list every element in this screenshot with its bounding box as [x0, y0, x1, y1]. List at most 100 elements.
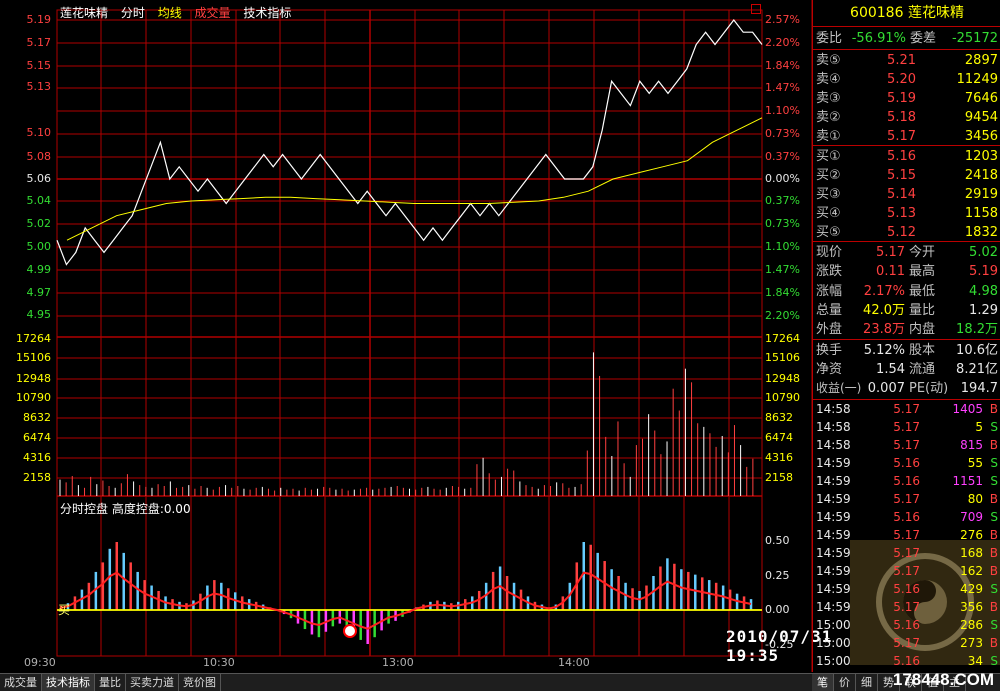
indicator-tick: 0.00 [765, 603, 790, 616]
chart-canvas[interactable]: 买 [0, 0, 812, 672]
stock-name: 莲花味精 [60, 6, 109, 20]
stat-row: 外盘 23.8万 内盘 18.2万 [813, 320, 1000, 339]
price-tick: 4.97 [26, 286, 52, 299]
bids-row[interactable]: 买① 5.16 1203 [813, 147, 1000, 166]
volume-tick: 12948 [16, 372, 51, 385]
volume-tick: 8632 [23, 411, 51, 424]
trade-row: 14:59 5.17 168 B [813, 544, 1000, 562]
tab-technical[interactable]: 技术指标 [42, 674, 95, 691]
stat-value: 18.2万 [956, 322, 998, 338]
weicha-value: -25172 [951, 31, 998, 46]
panel-tab[interactable]: 值 [922, 674, 944, 691]
price-line [56, 19, 763, 266]
volume-tick: 10790 [765, 391, 800, 404]
stat-label: 最低 [909, 283, 936, 299]
watermark-date: 2010/07/31 19:35 [726, 627, 833, 665]
tab-buy-sell-power[interactable]: 买卖力道 [126, 674, 179, 691]
divider [813, 145, 1000, 146]
stat-label: 收益(一) [816, 381, 862, 395]
panel-tab[interactable]: 联 [900, 674, 922, 691]
header-item-junxian[interactable]: 均线 [157, 6, 182, 20]
header-item-volume[interactable]: 成交量 [194, 6, 231, 20]
panel-tab[interactable]: 势 [878, 674, 900, 691]
stat-value: 42.0万 [863, 302, 905, 318]
price-tick: 4.95 [26, 308, 52, 321]
trade-side: S [990, 618, 998, 632]
trade-row: 14:58 5.17 815 B [813, 436, 1000, 454]
trade-price: 5.16 [893, 474, 920, 488]
trade-price: 5.17 [893, 600, 920, 614]
asks-row[interactable]: 卖④ 5.20 11249 [813, 70, 1000, 89]
trade-price: 5.17 [893, 636, 920, 650]
trade-price: 5.17 [893, 528, 920, 542]
stat-value: 5.02 [969, 245, 998, 260]
stat-value: 10.6亿 [956, 343, 998, 358]
volume-tick: 15106 [765, 351, 800, 364]
header-item-indicator[interactable]: 技术指标 [243, 6, 292, 20]
stat-label: 最高 [909, 264, 936, 280]
percent-tick: 0.73% [765, 127, 800, 140]
asks-row[interactable]: 卖③ 5.19 7646 [813, 89, 1000, 108]
stat-label: 内盘 [909, 322, 936, 338]
asks-row[interactable]: 卖⑤ 5.21 2897 [813, 51, 1000, 70]
bids-volume: 2418 [964, 168, 998, 183]
close-box-icon[interactable] [751, 4, 761, 14]
panel-tab[interactable]: 主 [944, 674, 966, 691]
tab-volume-ratio[interactable]: 量比 [95, 674, 126, 691]
time-tick-0930: 09:30 [24, 656, 56, 669]
trade-volume: 1405 [952, 402, 983, 416]
weibi-label: 委比 [816, 31, 843, 46]
stat-value: 0.11 [876, 264, 905, 280]
trade-side: B [989, 546, 998, 560]
stat2-row: 净资 1.54 流通 8.21亿 [813, 360, 1000, 379]
trade-row: 14:59 5.16 429 S [813, 580, 1000, 598]
stat-label: 净资 [816, 362, 843, 377]
asks-row[interactable]: 卖② 5.18 9454 [813, 108, 1000, 127]
trade-side: S [990, 582, 998, 596]
panel-tab-bar: 笔价细势联值主 [812, 673, 1000, 691]
site-watermark: 178448.COM [892, 670, 994, 689]
asks-price: 5.21 [887, 53, 916, 68]
intraday-chart[interactable]: 买 莲花味精 分时 均线 成交量 技术指标 5.19 5.17 5.15 5.13 5.… [0, 0, 1000, 672]
bids-row[interactable]: 买② 5.15 2418 [813, 166, 1000, 185]
panel-tab[interactable]: 细 [856, 674, 878, 691]
trade-row: 14:59 5.17 80 B [813, 490, 1000, 508]
weibi-value: -56.91% [851, 31, 906, 46]
trade-side: B [989, 438, 998, 452]
bids-row[interactable]: 买⑤ 5.12 1832 [813, 223, 1000, 242]
stat-value: 194.7 [960, 381, 998, 396]
panel-tab[interactable]: 笔 [812, 674, 834, 691]
tab-auction[interactable]: 竞价图 [179, 674, 221, 691]
stat-value: 0.007 [867, 381, 905, 396]
weicha-label: 委差 [910, 31, 937, 46]
trade-row: 14:58 5.17 5 S [813, 418, 1000, 436]
asks-volume: 11249 [956, 72, 998, 87]
stat-label: 换手 [816, 343, 843, 358]
trade-row: 14:58 5.17 1405 B [813, 400, 1000, 418]
asks-volume: 7646 [964, 91, 998, 106]
asks-row[interactable]: 卖① 5.17 3456 [813, 127, 1000, 146]
trade-side: S [990, 510, 998, 524]
stat-value: 1.29 [969, 302, 998, 318]
trade-volume: 1151 [952, 474, 983, 488]
trade-price: 5.16 [893, 582, 920, 596]
panel-tab[interactable]: 价 [834, 674, 856, 691]
tab-volume[interactable]: 成交量 [0, 674, 42, 691]
bids-volume: 1832 [964, 225, 998, 240]
trade-time: 14:58 [816, 402, 851, 416]
volume-tick: 17264 [765, 332, 800, 345]
stat-row: 总量 42.0万 量比 1.29 [813, 301, 1000, 320]
price-tick: 5.17 [26, 36, 52, 49]
header-item-fenshi[interactable]: 分时 [120, 6, 145, 20]
percent-tick: 0.37% [765, 194, 800, 207]
stock-title: 600186 莲花味精 [850, 5, 964, 21]
trade-price: 5.17 [893, 492, 920, 506]
bids-row[interactable]: 买③ 5.14 2919 [813, 185, 1000, 204]
bids-row[interactable]: 买④ 5.13 1158 [813, 204, 1000, 223]
divider [813, 399, 1000, 400]
trade-price: 5.16 [893, 456, 920, 470]
bids-price: 5.15 [887, 168, 916, 183]
chart-frame [56, 9, 763, 657]
percent-tick: 2.20% [765, 309, 800, 322]
percent-tick: 2.57% [765, 13, 800, 26]
